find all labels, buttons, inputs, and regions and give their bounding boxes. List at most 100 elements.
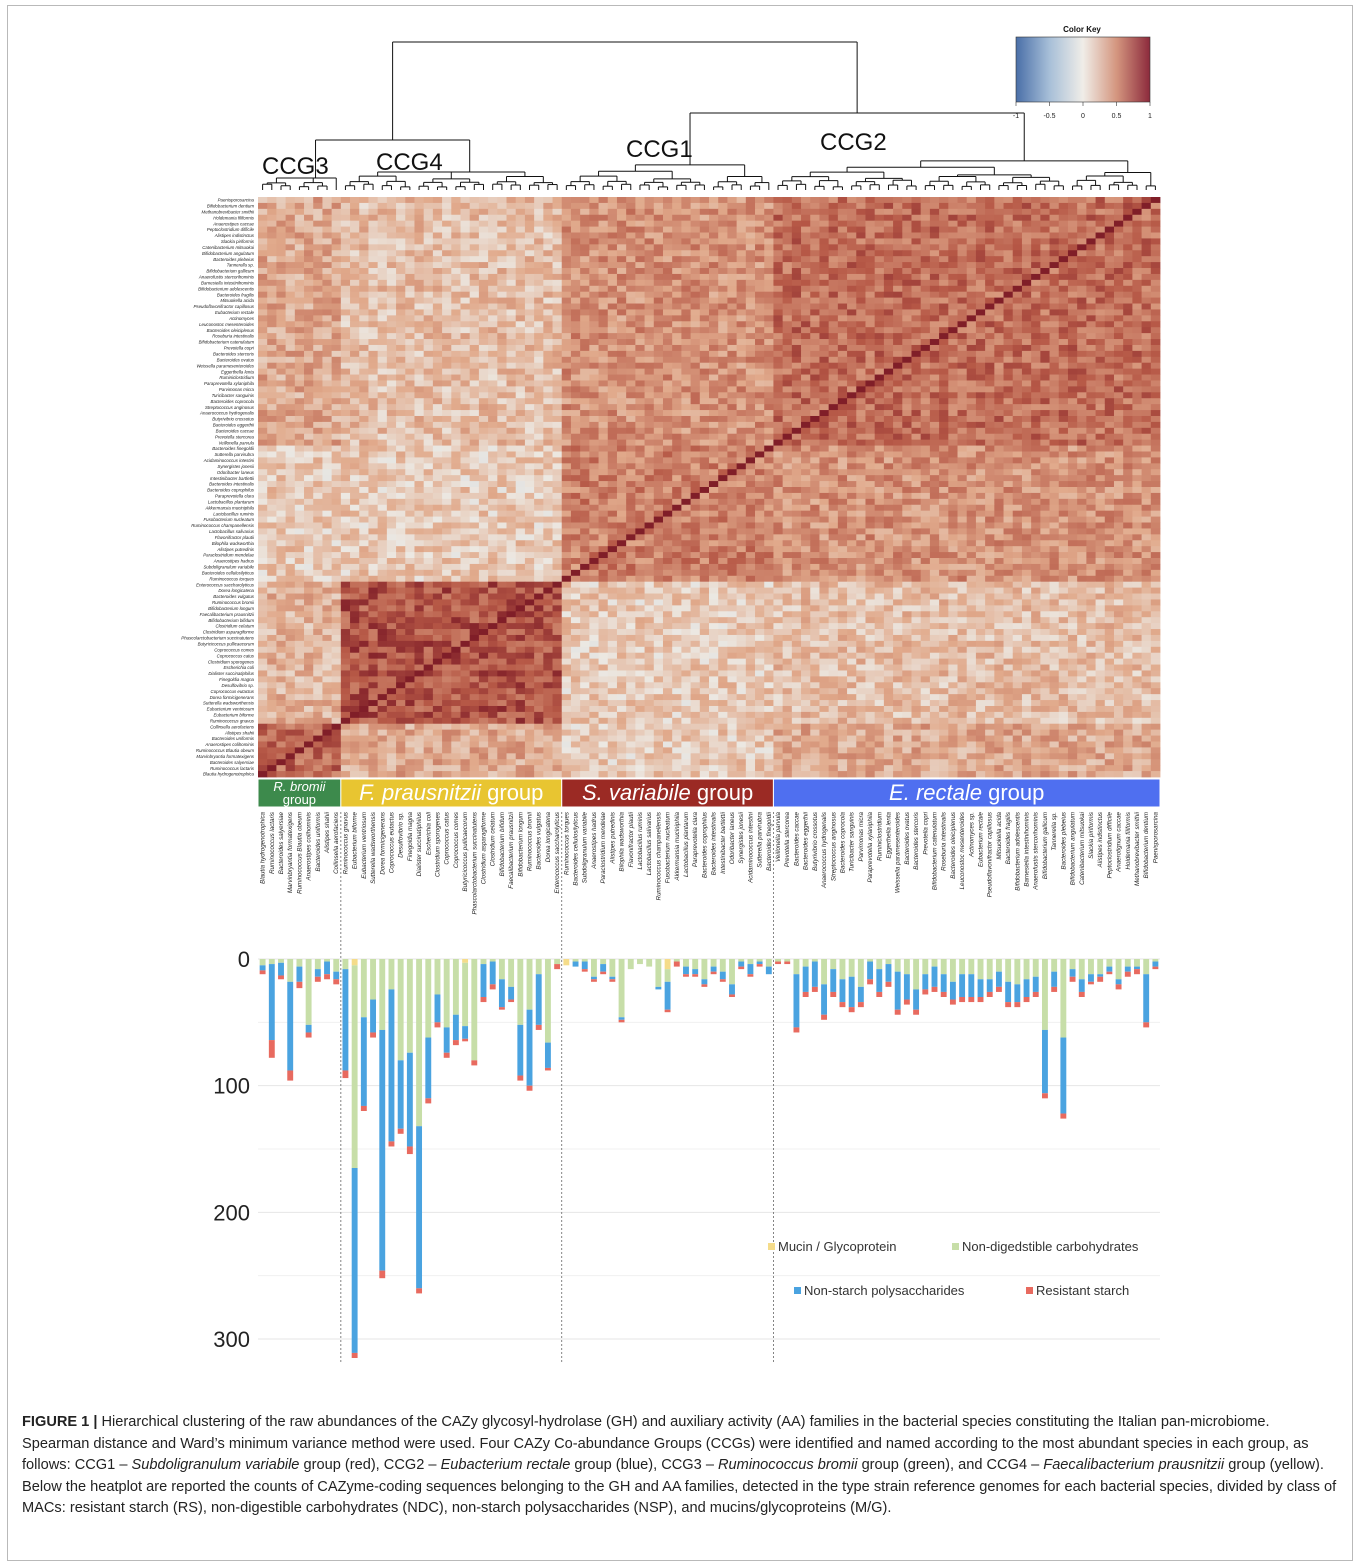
heatmap-cell xyxy=(773,262,784,269)
heatmap-cell xyxy=(801,380,811,387)
heatmap-cell xyxy=(662,297,673,304)
heatmap-cell xyxy=(929,457,940,464)
heatmap-cell xyxy=(552,451,563,458)
heatmap-cell xyxy=(432,262,443,269)
heatmap-cell xyxy=(975,220,986,227)
heatmap-cell xyxy=(847,344,857,352)
heatmap-cell xyxy=(543,268,553,275)
heatmap-cell xyxy=(865,250,876,257)
heatmap-cell xyxy=(469,463,480,470)
heatmap-cell xyxy=(828,238,839,245)
heatmap-cell xyxy=(626,226,636,233)
heatmap-cell xyxy=(524,256,535,263)
heatmap-cell xyxy=(948,463,958,470)
heatmap-cell xyxy=(681,368,691,375)
heatmap-cell xyxy=(469,285,480,293)
heatmap-cell xyxy=(442,451,452,458)
heatmap-cell xyxy=(644,415,655,423)
heatmap-cell xyxy=(322,256,333,263)
heatmap-cell xyxy=(432,208,443,216)
heatmap-cell xyxy=(847,238,857,245)
heatmap-cell xyxy=(1132,202,1142,210)
heatmap-cell xyxy=(598,273,609,281)
heatmap-cell xyxy=(847,279,857,287)
heatmap-cell xyxy=(488,273,498,281)
heatmap-cell xyxy=(258,250,268,257)
heatmap-cell xyxy=(423,315,434,322)
heatmap-cell xyxy=(699,445,710,452)
heatmap-cell xyxy=(810,427,820,435)
heatmap-cell xyxy=(856,214,866,222)
heatmap-cell xyxy=(1049,309,1060,316)
heatmap-cell xyxy=(1104,410,1115,417)
heatmap-cell xyxy=(709,350,719,358)
heatmap-cell xyxy=(276,362,287,370)
heatmap-cell xyxy=(929,309,940,316)
heatmap-cell xyxy=(607,226,618,233)
heatmap-cell xyxy=(570,273,581,281)
heatmap-cell xyxy=(810,202,820,210)
heatmap-cell xyxy=(423,238,434,245)
heatmap-cell xyxy=(304,433,314,441)
heatmap-cell xyxy=(764,333,774,340)
heatmap-cell xyxy=(920,238,931,245)
heatmap-cell xyxy=(635,262,645,269)
heatmap-cell xyxy=(616,469,627,476)
heatmap-cell xyxy=(497,433,507,441)
heatmap-cell xyxy=(1113,374,1124,381)
heatmap-cell xyxy=(1123,410,1133,417)
heatmap-cell xyxy=(534,256,544,263)
heatmap-cell xyxy=(359,256,369,263)
heatmap-cell xyxy=(819,350,830,358)
heatmap-cell xyxy=(570,368,581,375)
heatmap-cell xyxy=(331,415,342,423)
heatmap-cell xyxy=(478,374,489,381)
heatmap-cell xyxy=(1141,262,1152,269)
heatmap-cell xyxy=(322,469,333,476)
heatmap-cell xyxy=(442,208,452,216)
heatmap-cell xyxy=(975,315,986,322)
heatmap-cell xyxy=(874,238,885,245)
heatmap-cell xyxy=(304,226,314,233)
heatmap-cell xyxy=(552,380,563,387)
heatmap-cell xyxy=(340,350,351,358)
heatmap-cell xyxy=(1095,220,1106,227)
heatmap-cell xyxy=(285,262,296,269)
heatmap-cell xyxy=(874,350,885,358)
heatmap-cell xyxy=(506,226,517,233)
heatmap-cell xyxy=(626,238,636,245)
heatmap-cell xyxy=(561,214,572,222)
heatmap-cell xyxy=(718,303,728,310)
heatmap-cell xyxy=(819,451,830,458)
heatmap-cell xyxy=(801,344,811,352)
heatmap-cell xyxy=(359,309,369,316)
heatmap-cell xyxy=(350,220,360,227)
heatmap-cell xyxy=(515,250,526,257)
row-label: Prevotella stercorea xyxy=(215,434,255,439)
heatmap-cell xyxy=(644,268,655,275)
heatmap-cell xyxy=(478,256,489,263)
heatmap-cell xyxy=(331,315,342,322)
heatmap-cell xyxy=(304,315,314,322)
heatmap-cell xyxy=(994,226,1004,233)
heatmap-cell xyxy=(929,315,940,322)
heatmap-cell xyxy=(285,327,296,334)
heatmap-cell xyxy=(515,197,526,204)
heatmap-cell xyxy=(1021,309,1032,316)
heatmap-cell xyxy=(497,208,507,216)
heatmap-cell xyxy=(432,427,443,435)
heatmap-cell xyxy=(791,214,802,222)
row-label: Eubacterium biforme xyxy=(213,713,254,718)
heatmap-cell xyxy=(837,220,848,227)
heatmap-cell xyxy=(432,362,443,370)
heatmap-cell xyxy=(727,202,738,210)
heatmap-cell xyxy=(396,208,406,216)
heatmap-cell xyxy=(276,303,287,310)
heatmap-cell xyxy=(1021,285,1032,293)
heatmap-cell xyxy=(929,273,940,281)
heatmap-cell xyxy=(423,445,434,452)
heatmap-cell xyxy=(791,226,802,233)
heatmap-cell xyxy=(883,469,894,476)
heatmap-cell xyxy=(469,315,480,322)
heatmap-cell xyxy=(736,457,747,464)
